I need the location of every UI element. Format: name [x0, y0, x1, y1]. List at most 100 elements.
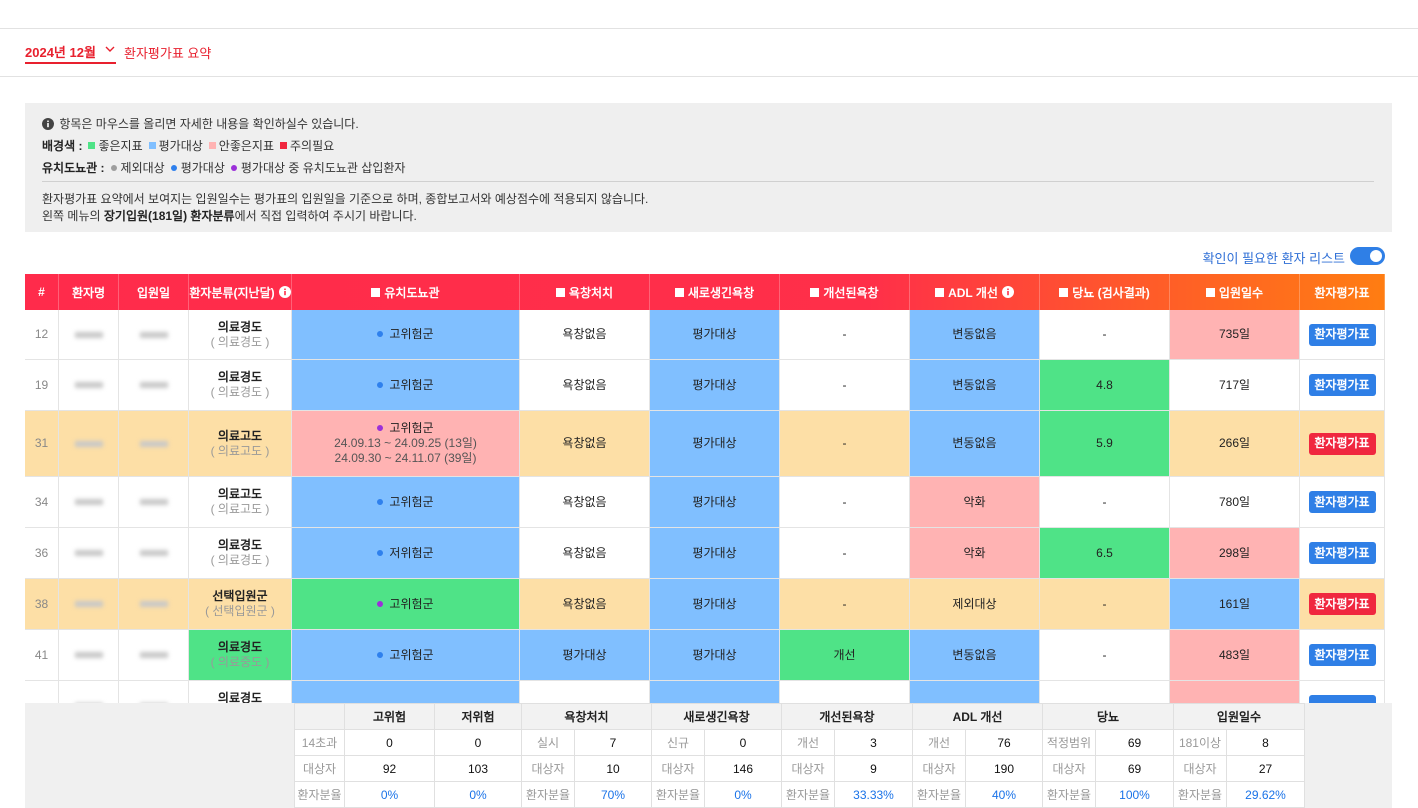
info-icon [1001, 286, 1014, 298]
summary-sub-label: 대상자 [1042, 755, 1096, 782]
table-cell: 환자평가표 [1300, 310, 1385, 360]
table-cell: 변동없음 [910, 310, 1040, 360]
patient-class: 의료경도 [217, 640, 263, 654]
evaluation-button[interactable]: 환자평가표 [1308, 644, 1376, 666]
catheter-period: 24.09.13 ~ 24.09.25 (13일) [334, 436, 477, 450]
status-text: 고위험군 [389, 647, 434, 662]
blurred-name [74, 440, 103, 447]
column-header: 당뇨 (검사결과) [1040, 274, 1170, 310]
summary-value: 0 [704, 729, 782, 756]
table-cell [59, 528, 119, 579]
table-cell: 변동없음 [910, 411, 1040, 477]
table-header: # 환자명 입원일 환자분류(지난달) 유치도뇨관 욕창처치 새로생긴욕창 개선된욕창 ADL … [25, 274, 1385, 310]
note-text: 에서 직접 입력하여 주시기 바랍니다. [234, 209, 417, 223]
month-select[interactable]: 2024년 12월 [25, 45, 96, 60]
table-cell: 19 [25, 360, 59, 411]
cell-value: 욕창없음 [562, 327, 607, 341]
summary-sub-label: 대상자 [1173, 755, 1227, 782]
table-cell: 31 [25, 411, 59, 477]
summary-value: 76 [965, 729, 1043, 756]
status-text: 고위험군 [389, 596, 434, 611]
summary-value: 69 [1095, 729, 1174, 756]
evaluation-button[interactable]: 환자평가표 [1308, 491, 1376, 513]
column-header: 입원일수 [1170, 274, 1300, 310]
patient-class: 의료경도 [217, 370, 263, 384]
header-checkbox[interactable] [1059, 287, 1069, 297]
table-cell [59, 310, 119, 360]
evaluation-button[interactable] [1308, 695, 1376, 703]
status-text: 고위험군 [389, 421, 434, 435]
table-cell: - [780, 310, 910, 360]
table-cell: 6.5 [1040, 528, 1170, 579]
header-checkbox[interactable] [810, 287, 820, 297]
header-checkbox[interactable] [674, 287, 684, 297]
summary-header: 고위험 [344, 703, 435, 730]
table-cell: - [1040, 310, 1170, 360]
cell-value: - [1102, 327, 1107, 341]
hint-line: 항목은 마우스를 올리면 자세한 내용을 확인하실수 있습니다. [42, 115, 359, 132]
summary-value: 29.62% [1226, 781, 1305, 808]
table-row: 12 의료경도( 의료경도 ) 고위험군 욕창없음 평가대상 - 변동없음 - 735일 환자평가… [25, 310, 1385, 360]
blurred-name [74, 382, 103, 388]
cell-value: 욕창없음 [562, 494, 607, 509]
table-row: 31 의료고도( 의료고도 ) 고위험군 24.09.13 ~ 24.09.25 (1… [25, 411, 1385, 477]
catheter-status: 저위험군 [377, 546, 434, 561]
table-cell [59, 360, 119, 411]
summary-value: 0% [344, 781, 435, 808]
table-cell: 악화 [910, 528, 1040, 579]
note-emphasis: 장기입원(181일) 환자분류 [103, 209, 235, 223]
header-label: # [38, 285, 45, 299]
header-label: 환자평가표 [1314, 285, 1370, 300]
summary-sub-label: 환자분율 [1042, 781, 1096, 808]
summary-sub-label: 적정범위 [1042, 729, 1096, 756]
legend-label: 평가대상 [180, 161, 225, 175]
table-cell: 고위험군 [292, 310, 520, 360]
status-dot [377, 331, 384, 337]
cell-value: - [842, 545, 847, 560]
legend-swatch [148, 142, 156, 149]
catheter-period: 24.09.30 ~ 24.11.07 (39일) [334, 451, 477, 465]
header-label: 개선된욕창 [823, 285, 879, 300]
summary-header: 개선된욕창 [781, 703, 913, 730]
header-checkbox[interactable] [1205, 287, 1215, 297]
legend-label: 평가대상 중 유치도뇨관 삽입환자 [240, 161, 406, 175]
table-cell: 저위험군 [292, 528, 520, 579]
cell-value: 평가대상 [692, 436, 737, 450]
toggle-switch[interactable] [1350, 247, 1385, 265]
table-cell: 의료고도( 의료고도 ) [189, 411, 292, 477]
evaluation-button[interactable]: 환자평가표 [1308, 432, 1376, 455]
bg-legend: 배경색 : 좋은지표 평가대상 안좋은지표 주의필요 [42, 137, 334, 154]
table-row: 41 의료경도( 의료중도 ) 고위험군 평가대상 평가대상 개선 변동없음 - 483일 환자평… [25, 630, 1385, 681]
cell-value: 평가대상 [692, 327, 737, 341]
header-checkbox[interactable] [935, 287, 945, 297]
summary-panel: 고위험 저위험 욕창처치 새로생긴욕창 개선된욕창 ADL 개선 당뇨 입원일수 14초과 0 0 실… [25, 703, 1392, 808]
summary-header: ADL 개선 [912, 703, 1043, 730]
row-number: 36 [34, 545, 49, 560]
column-header: # [25, 274, 59, 310]
summary-value: 3 [834, 729, 913, 756]
header-label: 입원일수 [1218, 285, 1264, 300]
header-checkbox[interactable] [555, 287, 565, 297]
evaluation-button[interactable]: 환자평가표 [1308, 542, 1376, 564]
catheter-status: 고위험군 [377, 495, 434, 510]
evaluation-button[interactable]: 환자평가표 [1308, 323, 1376, 346]
cell-value: 717일 [1218, 377, 1251, 392]
table-cell: 의료경도 [189, 681, 292, 703]
cell-value: 780일 [1218, 494, 1251, 509]
page-tab: 환자평가표 요약 [124, 46, 212, 61]
table-cell [119, 310, 189, 360]
note-line: 왼쪽 메뉴의 장기입원(181일) 환자분류에서 직접 입력하여 주시기 바랍니… [42, 207, 417, 224]
header-checkbox[interactable] [371, 287, 381, 297]
divider [0, 76, 1418, 77]
table-cell [119, 579, 189, 630]
evaluation-button[interactable]: 환자평가표 [1308, 593, 1376, 615]
cell-value: - [842, 596, 847, 611]
catheter-status: 고위험군 [377, 327, 434, 342]
table-cell: 평가대상 [650, 579, 780, 630]
blurred-date [139, 440, 168, 447]
header-label: 새로생긴욕창 [687, 285, 755, 300]
previous-class: ( 의료고도 ) [210, 502, 270, 516]
evaluation-button[interactable]: 환자평가표 [1308, 374, 1376, 396]
table-cell: 욕창없음 [520, 411, 650, 477]
table-row: 36 의료경도( 의료경도 ) 저위험군 욕창없음 평가대상 - 악화 6.5 298일 환자평가… [25, 528, 1385, 579]
